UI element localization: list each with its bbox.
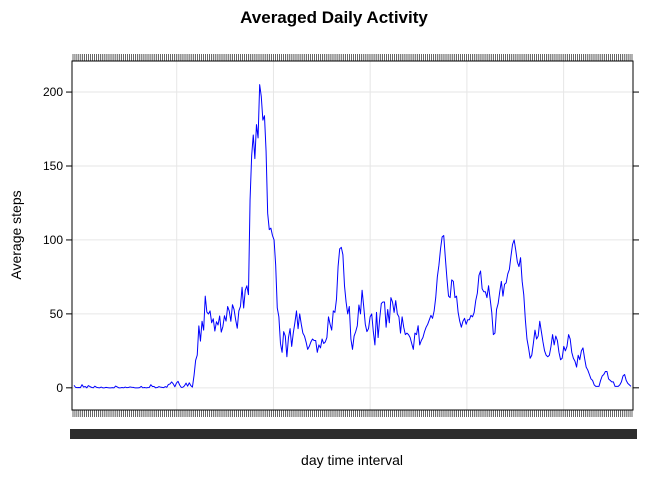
- plot-frame: [71, 60, 634, 411]
- y-tick-label: 150: [43, 159, 63, 173]
- grid-lines: [72, 61, 633, 410]
- series-layer: [73, 84, 632, 389]
- y-axis-ticks: 0 50 100 150 200: [43, 85, 639, 395]
- y-tick-label: 100: [43, 233, 63, 247]
- x-axis-label: day time interval: [301, 452, 403, 468]
- y-tick-label: 200: [43, 85, 63, 99]
- y-axis-label: Average steps: [8, 190, 24, 279]
- x-tick-labels-overlap: [70, 429, 637, 439]
- y-tick-label: 0: [56, 381, 63, 395]
- x-axis-ticks: [70, 54, 637, 439]
- series-line: [73, 84, 632, 389]
- chart-title: Averaged Daily Activity: [240, 8, 428, 27]
- y-tick-label: 50: [50, 307, 64, 321]
